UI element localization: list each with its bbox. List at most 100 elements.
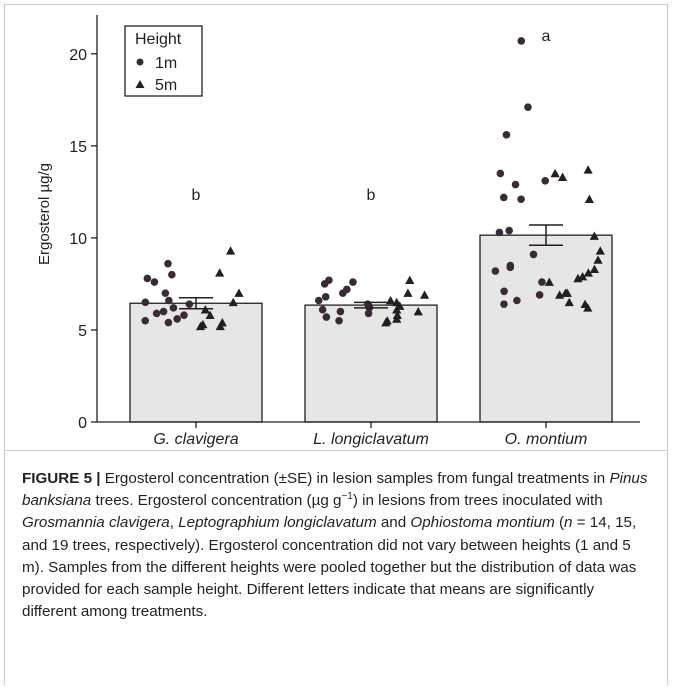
data-point-5m [215, 321, 225, 331]
data-point-1m [524, 103, 532, 112]
data-point-1m [364, 309, 373, 318]
data-point-1m [495, 228, 504, 237]
figure-caption: FIGURE 5 | Ergosterol concentration (±SE… [22, 468, 652, 623]
data-point-1m [320, 280, 329, 288]
data-point-1m [180, 311, 188, 320]
data-point-5m [589, 264, 600, 274]
data-point-5m [557, 172, 568, 181]
caption-text: Ergosterol concentration (±SE) in lesion… [100, 470, 610, 487]
ergosterol-chart: b b a 0 5 10 15 20 G. clavigera L. longiclavatum O… [36, 15, 640, 448]
data-point-5m [419, 290, 430, 299]
data-point-1m [143, 274, 152, 283]
x-tick-label: O. montium [505, 431, 588, 448]
data-point-1m [318, 305, 327, 314]
caption-text: Grosmannia clavigera [22, 514, 170, 532]
data-point-1m [314, 296, 323, 305]
data-point-1m [541, 177, 550, 185]
caption-text: Pinus banksiana [22, 470, 648, 510]
data-point-5m [595, 246, 605, 255]
data-point-5m [573, 273, 583, 283]
legend-triangle-marker [135, 80, 145, 88]
data-point-5m [228, 297, 238, 307]
right-rule [667, 4, 668, 686]
data-point-5m [583, 268, 593, 277]
y-tick-label: 20 [69, 47, 87, 64]
data-point-1m [141, 316, 150, 325]
data-point-1m [511, 180, 520, 189]
data-point-1m [169, 304, 178, 312]
x-tick-label: G. clavigera [153, 431, 238, 448]
data-point-1m [336, 307, 345, 316]
data-point-5m [385, 295, 396, 305]
data-point-5m [215, 268, 225, 277]
data-point-5m [583, 165, 593, 174]
data-point-1m [322, 313, 331, 321]
data-point-1m [159, 307, 168, 316]
caption-text: ( [554, 514, 564, 532]
caption-text: −1 [341, 491, 353, 503]
caption-figure-label: FIGURE 5 | [22, 470, 101, 487]
significance-letter: b [367, 187, 376, 204]
top-rule [4, 4, 668, 5]
significance-letter: b [192, 187, 201, 204]
data-point-5m [392, 314, 402, 323]
data-point-1m [535, 291, 544, 299]
data-point-5m [392, 305, 402, 314]
data-point-1m [321, 293, 330, 301]
data-point-1m [500, 287, 508, 296]
data-point-1m [538, 278, 546, 286]
error-bar [529, 224, 563, 247]
y-tick-label: 15 [69, 139, 87, 156]
data-point-5m [593, 255, 603, 264]
data-point-5m [413, 306, 423, 316]
data-point-5m [405, 275, 415, 285]
y-tick-label: 10 [69, 231, 87, 248]
caption-text: , [169, 514, 179, 532]
data-point-1m [150, 278, 159, 286]
data-point-5m [564, 297, 574, 307]
data-point-5m [225, 246, 236, 255]
left-rule [4, 4, 5, 686]
data-point-1m [164, 318, 173, 327]
data-point-1m [500, 300, 508, 308]
y-tick-label: 5 [78, 323, 87, 340]
data-point-1m [517, 37, 526, 45]
data-point-1m [505, 226, 513, 235]
data-point-1m [168, 270, 176, 279]
bar [304, 304, 438, 423]
data-point-5m [583, 303, 593, 312]
data-point-1m [161, 289, 170, 297]
error-bar [354, 301, 388, 309]
data-point-1m [141, 298, 150, 307]
significance-letter: a [542, 28, 551, 45]
caption-text: trees. Ergosterol concentration (µg g [91, 492, 342, 510]
data-point-1m [496, 169, 505, 178]
data-point-5m [584, 194, 594, 204]
data-point-1m [499, 193, 508, 202]
data-point-5m [205, 310, 215, 320]
data-point-1m [513, 296, 521, 305]
data-point-5m [234, 288, 244, 297]
data-point-1m [338, 289, 347, 297]
caption-text: ) in lesions from trees inoculated with [352, 492, 603, 510]
caption-text: Leptographium longiclavatum [178, 514, 377, 532]
data-point-1m [349, 278, 357, 286]
data-point-5m [550, 168, 560, 178]
data-point-5m [589, 231, 599, 240]
data-point-5m [195, 321, 206, 331]
legend-entry-5m: 5m [155, 77, 177, 94]
y-tick-label: 0 [78, 415, 87, 432]
bar [129, 302, 263, 423]
data-point-1m [185, 300, 194, 308]
caption-text: = 14, 15, and 19 trees, respectively). E… [22, 514, 637, 621]
caption-text: n [564, 514, 573, 532]
data-point-1m [529, 250, 538, 259]
data-point-1m [517, 195, 525, 204]
data-point-5m [403, 288, 413, 297]
data-point-1m [491, 267, 500, 275]
data-point-1m [506, 263, 515, 272]
x-tick-label: L. longiclavatum [313, 431, 429, 448]
data-point-1m [173, 315, 181, 323]
caption-text: Ophiostoma montium [410, 514, 555, 532]
